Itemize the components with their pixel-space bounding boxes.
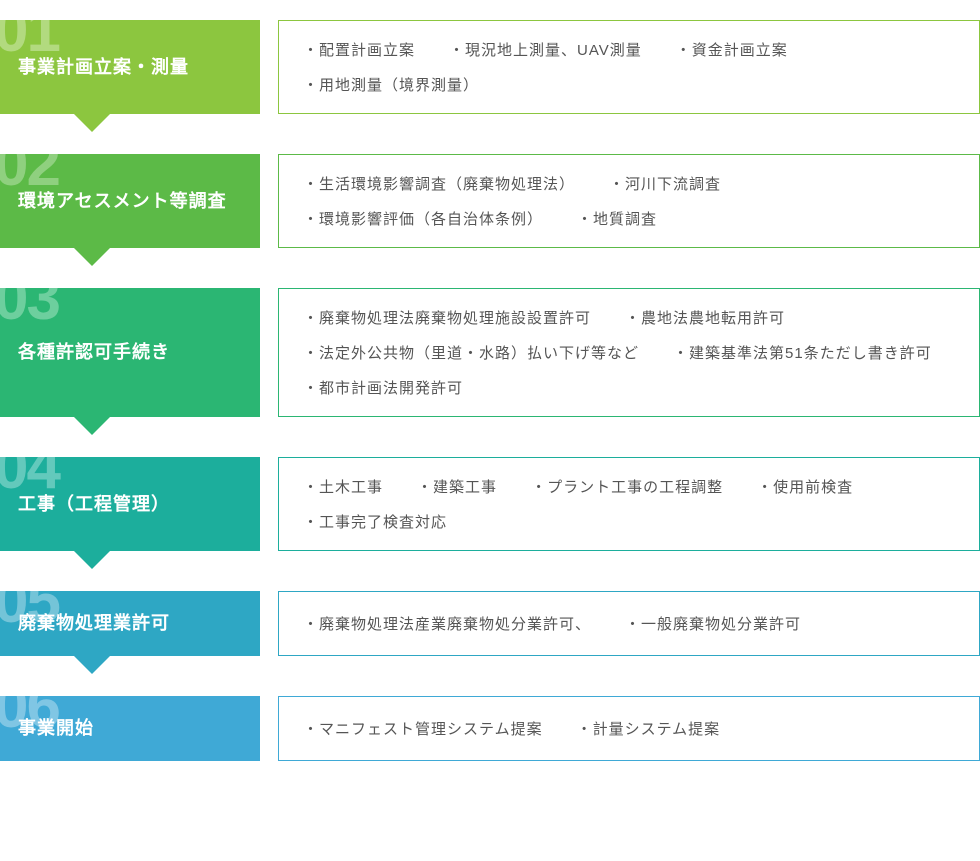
- step-header: 04工事（工程管理）: [0, 457, 260, 551]
- step-item-text: 法定外公共物（里道・水路）払い下げ等など: [319, 345, 639, 362]
- step-item: ・用地測量（境界測量）: [303, 74, 479, 95]
- step-item: ・都市計画法開発許可: [303, 377, 463, 398]
- step-item: ・農地法農地転用許可: [625, 307, 785, 328]
- step-item: ・一般廃棄物処分業許可: [625, 613, 801, 634]
- step-item: ・地質調査: [577, 208, 657, 229]
- step-02: 02環境アセスメント等調査 ・生活環境影響調査（廃棄物処理法） ・河川下流調査・環境…: [0, 154, 980, 248]
- step-header: 05廃棄物処理業許可: [0, 591, 260, 656]
- step-item-text: 生活環境影響調査（廃棄物処理法）: [319, 176, 575, 193]
- step-item-text: 河川下流調査: [625, 176, 721, 193]
- step-item-text: 農地法農地転用許可: [641, 310, 785, 327]
- step-item-text: 廃棄物処理法廃棄物処理施設設置許可: [319, 310, 591, 327]
- step-header: 01事業計画立案・測量: [0, 20, 260, 114]
- step-item: ・環境影響評価（各自治体条例）: [303, 208, 543, 229]
- step-06: 06事業開始 ・マニフェスト管理システム提案 ・計量システム提案: [0, 696, 980, 761]
- process-flow: 01事業計画立案・測量 ・配置計画立案 ・現況地上測量、UAV測量 ・資金計画立案・用…: [0, 20, 980, 761]
- step-01: 01事業計画立案・測量 ・配置計画立案 ・現況地上測量、UAV測量 ・資金計画立案・用…: [0, 20, 980, 114]
- step-title: 廃棄物処理業許可: [18, 609, 246, 638]
- flow-arrow-icon: [74, 114, 110, 132]
- step-items: ・生活環境影響調査（廃棄物処理法） ・河川下流調査・環境影響評価（各自治体条例） ・…: [303, 173, 955, 229]
- step-item-text: 建築工事: [433, 479, 497, 496]
- step-header: 03 各種許認可手続き: [0, 288, 260, 417]
- step-item-text: 廃棄物処理法産業廃棄物処分業許可、: [319, 616, 591, 633]
- step-item-text: 用地測量（境界測量）: [319, 77, 479, 94]
- step-content-panel: ・廃棄物処理法産業廃棄物処分業許可、 ・一般廃棄物処分業許可: [278, 591, 980, 656]
- step-items: ・配置計画立案 ・現況地上測量、UAV測量 ・資金計画立案・用地測量（境界測量）: [303, 39, 955, 95]
- flow-arrow-icon: [74, 248, 110, 266]
- step-item: ・現況地上測量、UAV測量: [449, 39, 642, 60]
- step-03: 03 各種許認可手続き ・廃棄物処理法廃棄物処理施設設置許可 ・農地法農地転用許可・法…: [0, 288, 980, 417]
- step-row: 02環境アセスメント等調査 ・生活環境影響調査（廃棄物処理法） ・河川下流調査・環境…: [0, 154, 980, 248]
- step-header: 02環境アセスメント等調査: [0, 154, 260, 248]
- step-content-panel: ・生活環境影響調査（廃棄物処理法） ・河川下流調査・環境影響評価（各自治体条例） ・…: [278, 154, 980, 248]
- step-item: ・プラント工事の工程調整: [531, 476, 723, 497]
- step-item: ・生活環境影響調査（廃棄物処理法）: [303, 173, 575, 194]
- step-item-text: 地質調査: [593, 211, 657, 228]
- step-item: ・建築工事: [417, 476, 497, 497]
- step-05: 05廃棄物処理業許可 ・廃棄物処理法産業廃棄物処分業許可、 ・一般廃棄物処分業許可: [0, 591, 980, 656]
- step-item-text: プラント工事の工程調整: [547, 479, 723, 496]
- step-title: 工事（工程管理）: [18, 490, 246, 519]
- step-item-text: 配置計画立案: [319, 42, 415, 59]
- step-content-panel: ・マニフェスト管理システム提案 ・計量システム提案: [278, 696, 980, 761]
- step-item-text: マニフェスト管理システム提案: [319, 721, 543, 738]
- step-item-text: 土木工事: [319, 479, 383, 496]
- step-content-panel: ・廃棄物処理法廃棄物処理施設設置許可 ・農地法農地転用許可・法定外公共物（里道・水…: [278, 288, 980, 417]
- step-item-text: 現況地上測量、UAV測量: [465, 42, 642, 59]
- step-title: 事業開始: [18, 714, 246, 743]
- step-item: ・配置計画立案: [303, 39, 415, 60]
- step-item-text: 環境影響評価（各自治体条例）: [319, 211, 543, 228]
- flow-arrow-icon: [74, 656, 110, 674]
- step-number: 03: [0, 288, 59, 330]
- step-row: 06事業開始 ・マニフェスト管理システム提案 ・計量システム提案: [0, 696, 980, 761]
- step-item-text: 一般廃棄物処分業許可: [641, 616, 801, 633]
- step-row: 01事業計画立案・測量 ・配置計画立案 ・現況地上測量、UAV測量 ・資金計画立案・用…: [0, 20, 980, 114]
- flow-arrow-icon: [74, 551, 110, 569]
- step-04: 04工事（工程管理） ・土木工事 ・建築工事 ・プラント工事の工程調整 ・使用前検査・工…: [0, 457, 980, 551]
- step-items: ・マニフェスト管理システム提案 ・計量システム提案: [303, 718, 955, 739]
- step-row: 03 各種許認可手続き ・廃棄物処理法廃棄物処理施設設置許可 ・農地法農地転用許可・法…: [0, 288, 980, 417]
- step-item-text: 計量システム提案: [593, 721, 721, 738]
- step-item: ・法定外公共物（里道・水路）払い下げ等など: [303, 342, 639, 363]
- step-item: ・廃棄物処理法廃棄物処理施設設置許可: [303, 307, 591, 328]
- step-item: ・資金計画立案: [676, 39, 788, 60]
- step-item-text: 使用前検査: [773, 479, 853, 496]
- step-content-panel: ・土木工事 ・建築工事 ・プラント工事の工程調整 ・使用前検査・工事完了検査対応: [278, 457, 980, 551]
- step-item-text: 建築基準法第51条ただし書き許可: [689, 345, 932, 362]
- step-item: ・建築基準法第51条ただし書き許可: [673, 342, 932, 363]
- step-title: 環境アセスメント等調査: [18, 187, 246, 216]
- step-title: 事業計画立案・測量: [18, 53, 246, 82]
- step-item: ・使用前検査: [757, 476, 853, 497]
- step-item: ・河川下流調査: [609, 173, 721, 194]
- step-item: ・土木工事: [303, 476, 383, 497]
- step-item: ・計量システム提案: [577, 718, 721, 739]
- step-item: ・廃棄物処理法産業廃棄物処分業許可、: [303, 613, 591, 634]
- step-item-text: 資金計画立案: [692, 42, 788, 59]
- step-title: 各種許認可手続き: [18, 338, 246, 367]
- flow-arrow-icon: [74, 417, 110, 435]
- step-item: ・マニフェスト管理システム提案: [303, 718, 543, 739]
- step-item-text: 都市計画法開発許可: [319, 380, 463, 397]
- step-row: 04工事（工程管理） ・土木工事 ・建築工事 ・プラント工事の工程調整 ・使用前検査・工…: [0, 457, 980, 551]
- step-items: ・廃棄物処理法産業廃棄物処分業許可、 ・一般廃棄物処分業許可: [303, 613, 955, 634]
- step-items: ・廃棄物処理法廃棄物処理施設設置許可 ・農地法農地転用許可・法定外公共物（里道・水…: [303, 307, 955, 398]
- step-item: ・工事完了検査対応: [303, 511, 447, 532]
- step-row: 05廃棄物処理業許可 ・廃棄物処理法産業廃棄物処分業許可、 ・一般廃棄物処分業許可: [0, 591, 980, 656]
- step-items: ・土木工事 ・建築工事 ・プラント工事の工程調整 ・使用前検査・工事完了検査対応: [303, 476, 955, 532]
- step-content-panel: ・配置計画立案 ・現況地上測量、UAV測量 ・資金計画立案・用地測量（境界測量）: [278, 20, 980, 114]
- step-header: 06事業開始: [0, 696, 260, 761]
- step-item-text: 工事完了検査対応: [319, 514, 447, 531]
